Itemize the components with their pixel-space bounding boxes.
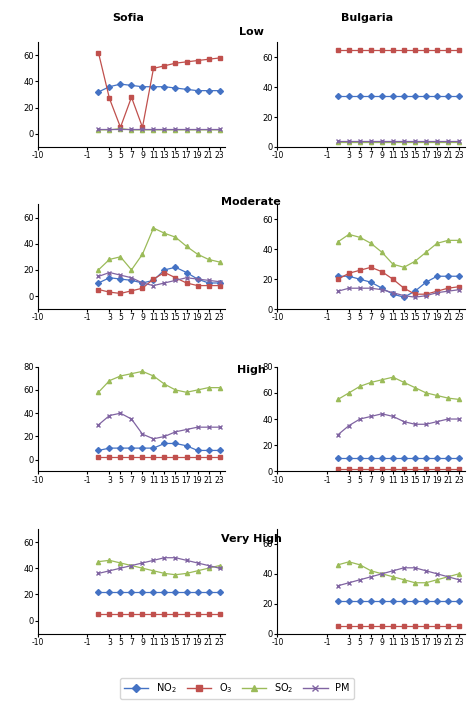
- Text: Low: Low: [239, 27, 264, 37]
- Text: Moderate: Moderate: [221, 197, 281, 207]
- Text: Very High: Very High: [221, 534, 282, 543]
- Text: Sofia: Sofia: [112, 13, 144, 23]
- Text: Bulgaria: Bulgaria: [341, 13, 393, 23]
- Legend: NO$_2$, O$_3$, SO$_2$, PM: NO$_2$, O$_3$, SO$_2$, PM: [120, 677, 354, 699]
- Text: High: High: [237, 365, 265, 375]
